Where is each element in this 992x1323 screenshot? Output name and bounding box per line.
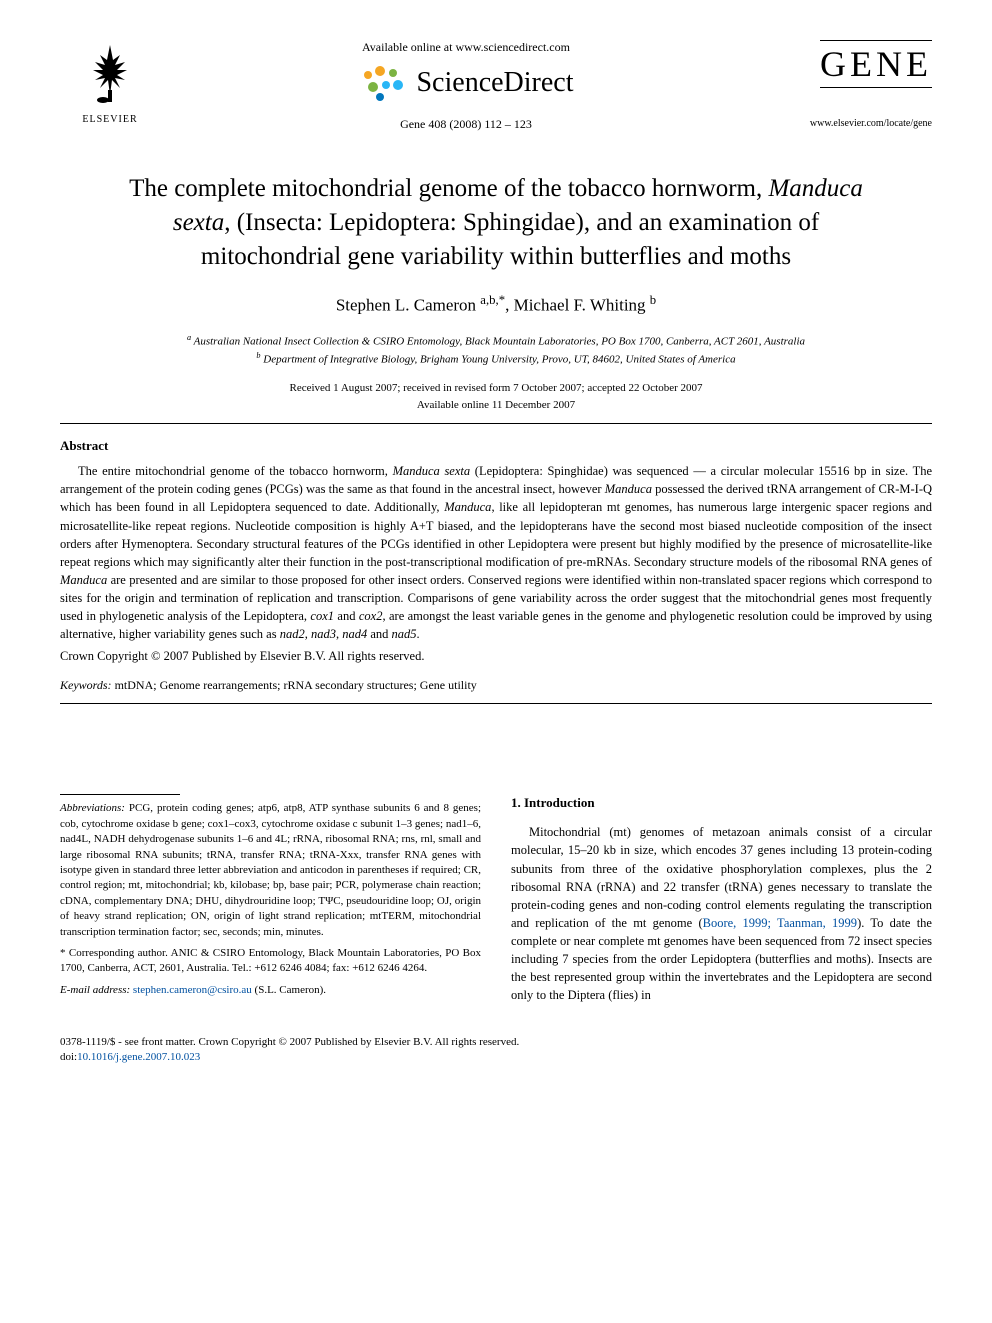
abstract-italic: Manduca sexta bbox=[393, 464, 471, 478]
left-column: Abbreviations: PCG, protein coding genes… bbox=[60, 794, 481, 1004]
abstract-italic: Manduca bbox=[605, 482, 652, 496]
divider-1 bbox=[60, 423, 932, 424]
footnote-rule bbox=[60, 794, 180, 795]
elsevier-tree-icon bbox=[75, 40, 145, 110]
right-column: 1. Introduction Mitochondrial (mt) genom… bbox=[511, 794, 932, 1004]
author-2-affil-sup: b bbox=[650, 293, 656, 307]
abstract-italic: nad5 bbox=[392, 627, 417, 641]
keywords-text: mtDNA; Genome rearrangements; rRNA secon… bbox=[112, 678, 477, 692]
journal-header: ELSEVIER Available online at www.science… bbox=[60, 40, 932, 132]
citation-line: Gene 408 (2008) 112 – 123 bbox=[160, 117, 772, 132]
email-link[interactable]: stephen.cameron@csiro.au bbox=[133, 984, 252, 996]
abstract-italic: Manduca bbox=[60, 573, 107, 587]
article-title: The complete mitochondrial genome of the… bbox=[100, 172, 892, 273]
two-column-body: Abbreviations: PCG, protein coding genes… bbox=[60, 794, 932, 1004]
abstract-italic: nad2 bbox=[280, 627, 305, 641]
keywords-label: Keywords: bbox=[60, 678, 112, 692]
corresponding-text: Corresponding author. ANIC & CSIRO Entom… bbox=[60, 947, 481, 974]
received-date: Received 1 August 2007; received in revi… bbox=[60, 380, 932, 397]
abbreviations-label: Abbreviations: bbox=[60, 802, 125, 814]
doi-link[interactable]: 10.1016/j.gene.2007.10.023 bbox=[77, 1051, 200, 1063]
author-1-name: Stephen L. Cameron bbox=[336, 296, 480, 315]
abstract-italic: nad3 bbox=[311, 627, 336, 641]
abstract-italic: nad4 bbox=[342, 627, 367, 641]
available-online-text: Available online at www.sciencedirect.co… bbox=[160, 40, 772, 55]
abstract-seg: The entire mitochondrial genome of the t… bbox=[78, 464, 393, 478]
abbreviations-block: Abbreviations: PCG, protein coding genes… bbox=[60, 801, 481, 940]
corresponding-author: * Corresponding author. ANIC & CSIRO Ent… bbox=[60, 946, 481, 977]
affiliation-b: b Department of Integrative Biology, Bri… bbox=[60, 350, 932, 368]
title-part-2: , (Insecta: Lepidoptera: Sphingidae), an… bbox=[201, 209, 819, 270]
authors: Stephen L. Cameron a,b,*, Michael F. Whi… bbox=[60, 293, 932, 316]
title-part-1: The complete mitochondrial genome of the… bbox=[129, 175, 768, 202]
abbreviations-text: PCG, protein coding genes; atp6, atp8, A… bbox=[60, 802, 481, 937]
intro-text-pre: Mitochondrial (mt) genomes of metazoan a… bbox=[511, 825, 932, 930]
elsevier-label: ELSEVIER bbox=[82, 114, 137, 125]
email-label: E-mail address: bbox=[60, 984, 133, 996]
sciencedirect-text: ScienceDirect bbox=[416, 67, 573, 99]
abstract-seg: and bbox=[334, 609, 359, 623]
doi-label: doi: bbox=[60, 1051, 77, 1063]
affiliation-b-text: Department of Integrative Biology, Brigh… bbox=[263, 354, 735, 366]
journal-name: GENE bbox=[820, 40, 932, 88]
intro-paragraph-1: Mitochondrial (mt) genomes of metazoan a… bbox=[511, 823, 932, 1004]
affiliations: a Australian National Insect Collection … bbox=[60, 332, 932, 368]
email-suffix: (S.L. Cameron). bbox=[252, 984, 326, 996]
email-line: E-mail address: stephen.cameron@csiro.au… bbox=[60, 983, 481, 999]
abstract-text: The entire mitochondrial genome of the t… bbox=[60, 462, 932, 643]
author-1-affil-sup: a,b, bbox=[480, 293, 498, 307]
journal-box: GENE www.elsevier.com/locate/gene bbox=[772, 40, 932, 129]
journal-url: www.elsevier.com/locate/gene bbox=[772, 118, 932, 129]
center-header: Available online at www.sciencedirect.co… bbox=[160, 40, 772, 132]
abstract-italic: cox1 bbox=[310, 609, 334, 623]
sciencedirect-dots-icon bbox=[358, 63, 408, 103]
online-date: Available online 11 December 2007 bbox=[60, 397, 932, 414]
elsevier-logo: ELSEVIER bbox=[60, 40, 160, 125]
front-matter-line: 0378-1119/$ - see front matter. Crown Co… bbox=[60, 1035, 932, 1050]
abstract-heading: Abstract bbox=[60, 438, 932, 454]
intro-heading: 1. Introduction bbox=[511, 794, 932, 813]
affiliation-a-text: Australian National Insect Collection & … bbox=[194, 336, 805, 348]
divider-2 bbox=[60, 703, 932, 704]
abstract-seg: and bbox=[367, 627, 391, 641]
keywords: Keywords: mtDNA; Genome rearrangements; … bbox=[60, 678, 932, 693]
article-dates: Received 1 August 2007; received in revi… bbox=[60, 380, 932, 413]
affiliation-a: a Australian National Insect Collection … bbox=[60, 332, 932, 350]
abstract-italic: Manduca bbox=[444, 500, 491, 514]
page-footer: 0378-1119/$ - see front matter. Crown Co… bbox=[60, 1035, 932, 1066]
author-2-name: , Michael F. Whiting bbox=[505, 296, 650, 315]
abstract-italic: cox2 bbox=[359, 609, 383, 623]
abstract-copyright: Crown Copyright © 2007 Published by Else… bbox=[60, 649, 932, 664]
abstract-seg: . bbox=[417, 627, 420, 641]
intro-reference-link[interactable]: Boore, 1999; Taanman, 1999 bbox=[703, 916, 857, 930]
sciencedirect-logo: ScienceDirect bbox=[160, 63, 772, 103]
doi-line: doi:10.1016/j.gene.2007.10.023 bbox=[60, 1050, 932, 1065]
